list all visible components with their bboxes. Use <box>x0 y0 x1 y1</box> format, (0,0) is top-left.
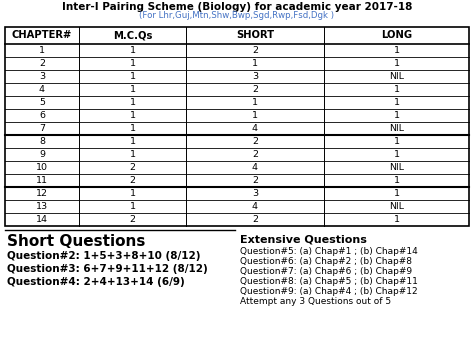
Text: 2: 2 <box>129 176 136 185</box>
Text: 4: 4 <box>39 85 45 94</box>
Text: 1: 1 <box>129 111 136 120</box>
Text: 1: 1 <box>129 85 136 94</box>
Text: Attempt any 3 Questions out of 5: Attempt any 3 Questions out of 5 <box>240 297 391 306</box>
Text: Question#3: 6+7+9+11+12 (8/12): Question#3: 6+7+9+11+12 (8/12) <box>7 264 208 274</box>
Text: 1: 1 <box>129 150 136 159</box>
Text: 5: 5 <box>39 98 45 107</box>
Text: 3: 3 <box>252 189 258 198</box>
Text: 1: 1 <box>129 137 136 146</box>
Text: 1: 1 <box>393 46 400 55</box>
Text: Question#4: 2+4+13+14 (6/9): Question#4: 2+4+13+14 (6/9) <box>7 277 185 287</box>
Text: 12: 12 <box>36 189 48 198</box>
Text: 4: 4 <box>252 202 258 211</box>
Text: Question#6: (a) Chap#2 ; (b) Chap#8: Question#6: (a) Chap#2 ; (b) Chap#8 <box>240 257 412 266</box>
Text: 3: 3 <box>252 72 258 81</box>
Text: Inter-I Pairing Scheme (Biology) for academic year 2017-18: Inter-I Pairing Scheme (Biology) for aca… <box>62 2 412 12</box>
Text: 1: 1 <box>129 189 136 198</box>
Text: 1: 1 <box>252 59 258 68</box>
Text: 1: 1 <box>129 46 136 55</box>
Text: 2: 2 <box>252 46 258 55</box>
Text: 1: 1 <box>129 98 136 107</box>
Text: 1: 1 <box>393 176 400 185</box>
Text: Short Questions: Short Questions <box>7 234 146 249</box>
Text: (For Lhr,Guj,Mtn,Shw,Bwp,Sgd,Rwp,Fsd,Dgk ): (For Lhr,Guj,Mtn,Shw,Bwp,Sgd,Rwp,Fsd,Dgk… <box>139 11 335 20</box>
Text: NIL: NIL <box>389 163 404 172</box>
Text: 1: 1 <box>393 59 400 68</box>
Text: 1: 1 <box>252 98 258 107</box>
Text: 1: 1 <box>129 72 136 81</box>
Text: 1: 1 <box>393 85 400 94</box>
Text: Extensive Questions: Extensive Questions <box>240 234 367 244</box>
Text: Question#2: 1+5+3+8+10 (8/12): Question#2: 1+5+3+8+10 (8/12) <box>7 251 201 261</box>
Text: 7: 7 <box>39 124 45 133</box>
Text: 1: 1 <box>393 98 400 107</box>
Text: 1: 1 <box>129 202 136 211</box>
Text: 8: 8 <box>39 137 45 146</box>
Text: 6: 6 <box>39 111 45 120</box>
Text: 1: 1 <box>252 111 258 120</box>
Text: LONG: LONG <box>381 30 412 40</box>
Text: 1: 1 <box>129 124 136 133</box>
Text: 9: 9 <box>39 150 45 159</box>
Text: 2: 2 <box>129 163 136 172</box>
Text: 2: 2 <box>129 215 136 224</box>
Text: SHORT: SHORT <box>236 30 274 40</box>
Text: 3: 3 <box>39 72 45 81</box>
Text: 1: 1 <box>393 189 400 198</box>
Text: 2: 2 <box>252 176 258 185</box>
Text: M.C.Qs: M.C.Qs <box>113 30 152 40</box>
Text: 10: 10 <box>36 163 48 172</box>
Text: 1: 1 <box>393 111 400 120</box>
Text: Question#9: (a) Chap#4 ; (b) Chap#12: Question#9: (a) Chap#4 ; (b) Chap#12 <box>240 287 418 296</box>
Text: 1: 1 <box>393 215 400 224</box>
Text: 4: 4 <box>252 163 258 172</box>
Text: Question#8: (a) Chap#5 ; (b) Chap#11: Question#8: (a) Chap#5 ; (b) Chap#11 <box>240 277 418 286</box>
Text: 1: 1 <box>129 59 136 68</box>
Text: 14: 14 <box>36 215 48 224</box>
Text: 13: 13 <box>36 202 48 211</box>
Text: NIL: NIL <box>389 72 404 81</box>
Text: 2: 2 <box>252 137 258 146</box>
Text: Question#5: (a) Chap#1 ; (b) Chap#14: Question#5: (a) Chap#1 ; (b) Chap#14 <box>240 247 418 256</box>
Text: 2: 2 <box>252 150 258 159</box>
Text: 2: 2 <box>252 85 258 94</box>
Text: CHAPTER#: CHAPTER# <box>12 30 72 40</box>
Bar <box>5 27 469 226</box>
Text: 11: 11 <box>36 176 48 185</box>
Text: 1: 1 <box>393 150 400 159</box>
Text: 2: 2 <box>252 215 258 224</box>
Text: NIL: NIL <box>389 202 404 211</box>
Text: 2: 2 <box>39 59 45 68</box>
Text: 4: 4 <box>252 124 258 133</box>
Text: NIL: NIL <box>389 124 404 133</box>
Text: 1: 1 <box>39 46 45 55</box>
Text: Question#7: (a) Chap#6 ; (b) Chap#9: Question#7: (a) Chap#6 ; (b) Chap#9 <box>240 267 412 276</box>
Text: 1: 1 <box>393 137 400 146</box>
